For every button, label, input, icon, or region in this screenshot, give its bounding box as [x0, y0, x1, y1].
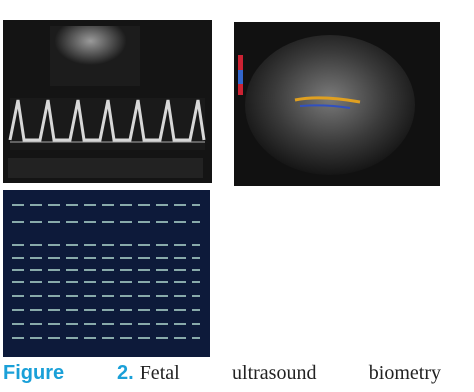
color-doppler-image [234, 22, 440, 186]
biometry-report-image [3, 190, 210, 357]
figure-caption: Figure 2. Fetal ultrasound biometry [3, 360, 441, 386]
caption-label: Figure 2. [3, 362, 134, 384]
doppler-image [3, 20, 212, 183]
figure [3, 20, 440, 357]
caption-text: Fetal ultrasound biometry [139, 362, 441, 384]
